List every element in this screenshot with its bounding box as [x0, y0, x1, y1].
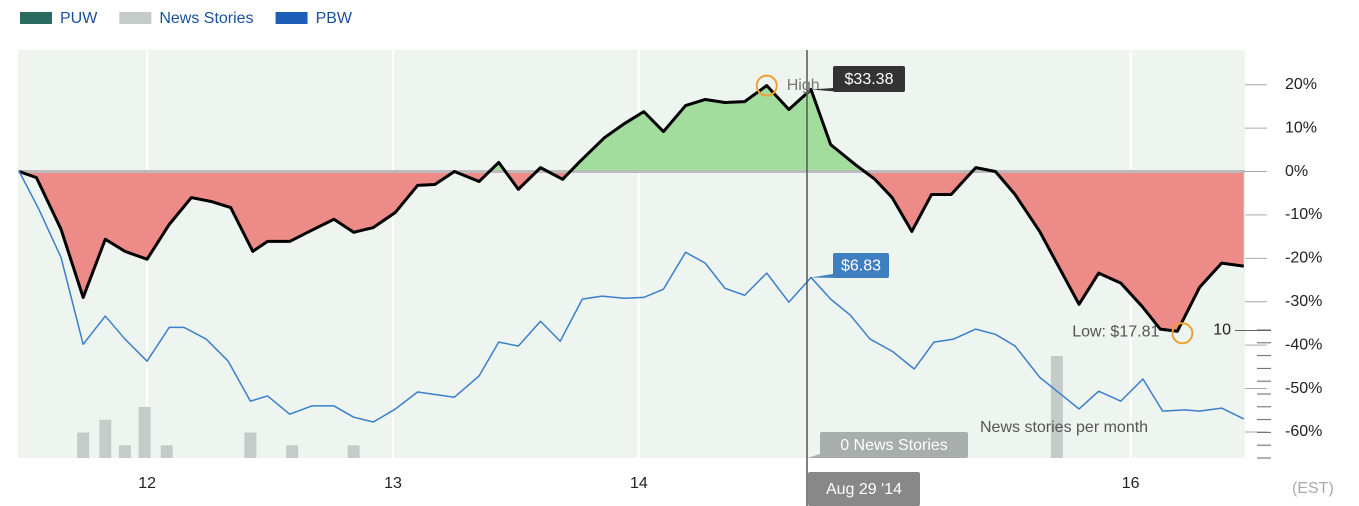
news-bar	[99, 419, 112, 458]
legend-swatch	[275, 12, 308, 24]
y-tick-label: -30%	[1285, 293, 1322, 310]
y2-tick-label: 10	[1213, 322, 1231, 339]
news-bar	[77, 432, 90, 458]
series-line	[18, 171, 1245, 423]
news-bar	[118, 445, 131, 458]
high-price: $33.38	[845, 71, 894, 88]
x-tick-label: 16	[1122, 475, 1140, 492]
y-tick-label: 20%	[1285, 76, 1317, 93]
pbw-price: $6.83	[841, 258, 881, 275]
pbw-price-box	[833, 253, 889, 278]
news-bar	[160, 445, 173, 458]
x-tick-label: 12	[138, 475, 156, 492]
y-tick-label: -10%	[1285, 206, 1322, 223]
legend-label: PUW	[60, 10, 98, 27]
x-tick-label: 14	[630, 475, 648, 492]
news-bar	[347, 445, 360, 458]
y-tick-label: -20%	[1285, 250, 1322, 267]
cursor-date-box	[808, 472, 920, 506]
timezone: (EST)	[1292, 480, 1334, 497]
legend-swatch	[20, 12, 52, 24]
news-bar	[244, 432, 257, 458]
news-count-box	[820, 432, 968, 458]
news-bar	[1050, 356, 1063, 458]
low-label: Low: $17.81	[1072, 323, 1159, 340]
news-caption: News stories per month	[980, 419, 1148, 436]
area-negative	[19, 171, 1244, 332]
high-marker	[755, 74, 778, 97]
area-positive	[489, 85, 996, 172]
high-label: High	[787, 77, 820, 94]
news-bar	[286, 445, 299, 458]
low-marker	[1171, 322, 1194, 345]
y-tick-label: 10%	[1285, 119, 1317, 136]
y-tick-label: 0%	[1285, 163, 1308, 180]
legend-label: PBW	[316, 10, 353, 27]
legend-swatch	[119, 12, 152, 24]
news-count: 0 News Stories	[840, 437, 948, 454]
news-bar	[138, 407, 151, 458]
y-tick-label: -60%	[1285, 423, 1322, 440]
x-tick-label: 13	[384, 475, 402, 492]
legend-label: News Stories	[159, 10, 253, 27]
high-price-box	[833, 66, 905, 92]
cursor-date: Aug 29 '14	[826, 481, 902, 498]
series-line	[18, 84, 1244, 333]
y-tick-label: -40%	[1285, 336, 1322, 353]
y-tick-label: -50%	[1285, 380, 1322, 397]
